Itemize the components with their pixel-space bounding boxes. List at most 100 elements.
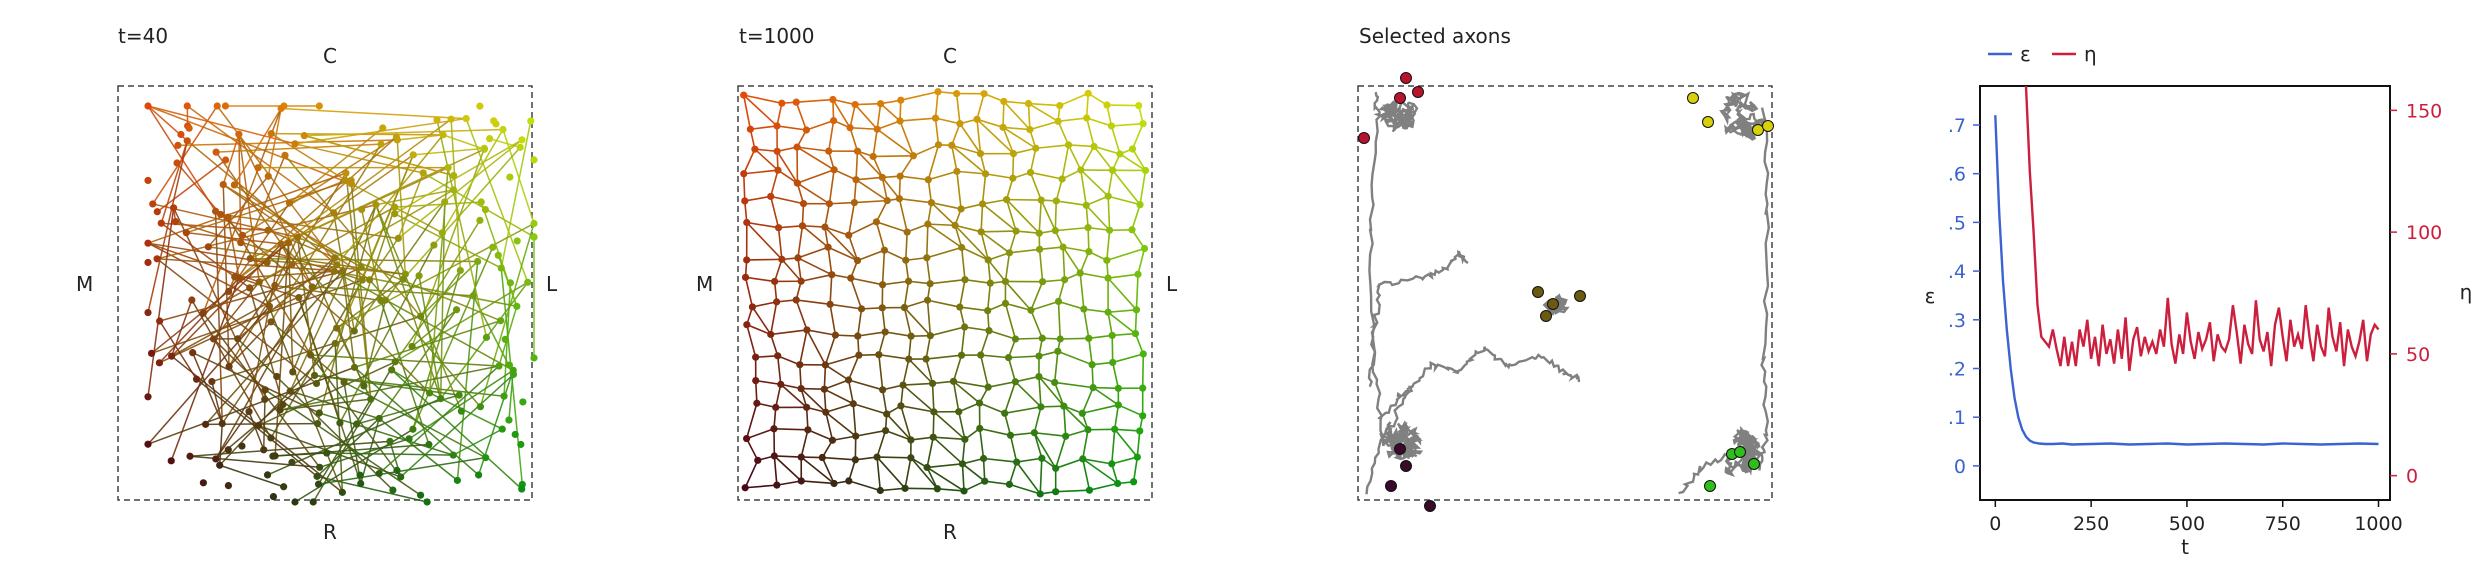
mesh-node — [1140, 244, 1149, 253]
network-node — [357, 263, 365, 271]
mesh-node — [1058, 175, 1066, 183]
network-node — [183, 102, 191, 110]
network-node — [437, 395, 445, 403]
mesh-node — [1080, 305, 1088, 313]
network-edge — [186, 231, 282, 245]
mesh-node — [985, 327, 993, 335]
mesh-node — [796, 361, 804, 369]
network-edge — [336, 278, 404, 329]
mesh-edge — [961, 439, 966, 464]
mesh-edge — [1119, 153, 1146, 172]
network-node — [273, 372, 281, 381]
mesh-node — [857, 305, 866, 313]
mesh-edge — [957, 411, 966, 440]
network-node — [530, 354, 538, 362]
mesh-edge — [742, 94, 752, 130]
network-node — [513, 237, 521, 245]
network-edge — [176, 162, 222, 215]
mesh-node — [741, 484, 749, 492]
axon-tip — [1385, 480, 1397, 492]
mesh-node — [743, 256, 751, 264]
mesh-edge — [1107, 170, 1114, 197]
mesh-edge — [801, 225, 829, 248]
mesh-edge — [825, 411, 857, 437]
mesh-node — [847, 274, 855, 282]
network-node — [167, 457, 175, 465]
mesh-edge — [1030, 281, 1044, 311]
network-node — [279, 401, 287, 409]
network-node — [393, 466, 401, 474]
mesh-edge — [797, 246, 829, 259]
network-node — [277, 104, 285, 113]
mesh-edge — [882, 280, 909, 286]
mesh-node — [1114, 384, 1122, 392]
mesh-edge — [835, 334, 858, 337]
mesh-edge — [1062, 247, 1066, 280]
mesh-edge — [773, 455, 778, 486]
mesh-edge — [987, 259, 1007, 282]
mesh-node — [846, 124, 854, 132]
network-node — [276, 406, 284, 414]
mesh-node — [897, 96, 905, 104]
mesh-node — [751, 145, 759, 153]
network-edge — [394, 201, 482, 208]
mesh-edge — [1085, 204, 1111, 231]
mesh-edge — [982, 198, 1007, 205]
mesh-edge — [900, 405, 912, 441]
mesh-edge — [1030, 309, 1044, 339]
network-edge — [418, 275, 442, 399]
mesh-edge — [805, 407, 809, 430]
mesh-node — [896, 172, 904, 180]
mesh-node — [901, 484, 909, 492]
mesh-node — [976, 424, 984, 433]
network-node — [408, 342, 416, 351]
network-node — [530, 219, 538, 228]
network-edge — [156, 159, 227, 213]
network-node — [530, 233, 538, 241]
network-node — [409, 151, 417, 159]
mesh-edge — [856, 150, 883, 179]
mesh-edge — [800, 456, 835, 485]
mesh-node — [984, 256, 992, 264]
mesh-edge — [956, 170, 986, 175]
mesh-edge — [1134, 309, 1138, 334]
mesh-node — [1139, 412, 1147, 420]
mesh-edge — [824, 334, 837, 366]
mesh-edge — [955, 93, 961, 124]
network-node — [314, 480, 323, 488]
mesh-edge — [827, 246, 858, 262]
mesh-edge — [773, 259, 783, 282]
mesh-edge — [743, 200, 748, 223]
network-edge — [397, 139, 523, 239]
mesh-node — [929, 433, 937, 441]
mesh-node — [1059, 243, 1067, 251]
mesh-edge — [1063, 405, 1089, 431]
mesh-node — [792, 296, 800, 304]
mesh-edge — [853, 402, 887, 415]
mesh-edge — [797, 169, 835, 184]
mesh-edge — [980, 354, 1009, 359]
network-node — [476, 102, 484, 110]
mesh-edge — [960, 326, 966, 356]
network-edge — [363, 299, 387, 387]
mesh-edge — [1083, 308, 1109, 314]
network-node — [300, 132, 308, 140]
network-node — [263, 471, 272, 479]
mesh-node — [949, 377, 958, 385]
mesh-edge — [933, 436, 965, 441]
mesh-edge — [1080, 169, 1109, 197]
mesh-node — [1134, 270, 1142, 278]
mesh-edge — [1009, 248, 1040, 254]
mesh-node — [830, 479, 838, 488]
network-node — [231, 273, 239, 281]
mesh-edge — [884, 331, 912, 337]
mesh-edge — [800, 387, 827, 413]
network-edge — [189, 440, 390, 457]
mesh-edge — [960, 247, 966, 280]
mesh-edge — [796, 98, 833, 103]
mesh-edge — [931, 201, 962, 210]
panel-selected-axons: Selected axons — [1240, 0, 1840, 574]
mesh-node — [770, 425, 778, 433]
network-node — [498, 425, 506, 433]
network-edge — [147, 172, 347, 244]
